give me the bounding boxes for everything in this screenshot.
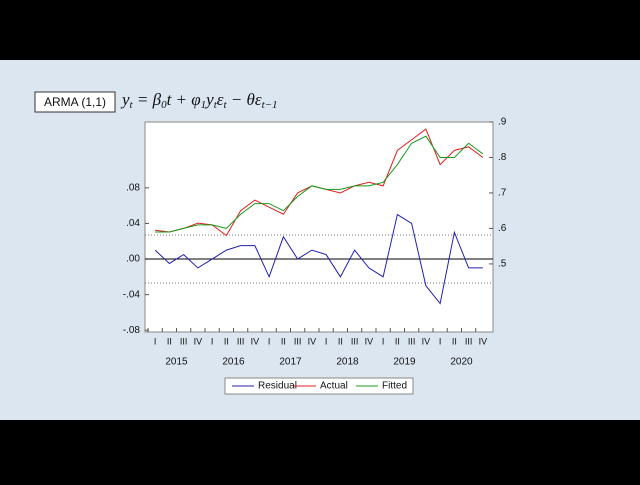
formula-part: t [130, 99, 134, 111]
x-tick-label: II [395, 336, 400, 346]
x-tick-label: III [465, 336, 473, 346]
formula: yt = β0t + φ1ytεt − θεt−1 [120, 90, 278, 111]
x-tick-label: II [452, 336, 457, 346]
x-tick-label: I [268, 336, 271, 346]
y-tick-label: -.08 [123, 325, 141, 336]
formula-part: t + φ [167, 90, 201, 109]
formula-part: y [120, 90, 130, 109]
x-tick-label: III [294, 336, 302, 346]
legend-label: Residual [258, 381, 297, 392]
y-tick-label: .08 [126, 182, 140, 193]
formula-part: = β [133, 90, 162, 109]
formula-part: y [204, 90, 214, 109]
x-tick-label: IV [194, 336, 203, 346]
legend-label: Fitted [382, 381, 407, 392]
x-tick-label: III [237, 336, 245, 346]
x-tick-label: I [211, 336, 214, 346]
series-line [154, 213, 483, 305]
year-label: 2019 [393, 357, 416, 368]
legend [224, 377, 414, 395]
x-tick-label: I [439, 336, 442, 346]
y2-tick-label: .6 [498, 223, 507, 234]
y2-tick-label: .9 [498, 117, 507, 128]
x-tick-label: I [382, 336, 385, 346]
formula-part: ε [217, 90, 224, 109]
formula-part: 1 [201, 99, 207, 111]
x-tick-label: IV [479, 336, 488, 346]
formula-part: t [214, 99, 218, 111]
y2-tick-label: .7 [498, 188, 507, 199]
x-tick-label: III [408, 336, 416, 346]
x-tick-label: II [338, 336, 343, 346]
year-label: 2017 [279, 357, 302, 368]
model-label: ARMA (1,1) [44, 95, 106, 109]
x-tick-label: IV [422, 336, 431, 346]
label-box [34, 91, 116, 113]
x-tick-label: IV [308, 336, 317, 346]
formula-part: t−1 [262, 99, 278, 111]
year-label: 2020 [450, 357, 473, 368]
x-tick-label: III [180, 336, 188, 346]
x-tick-label: IV [365, 336, 374, 346]
x-tick-label: II [167, 336, 172, 346]
formula-part: − θε [227, 90, 262, 109]
year-label: 2016 [222, 357, 245, 368]
x-tick-label: III [351, 336, 359, 346]
x-tick-label: II [281, 336, 286, 346]
series-line [155, 135, 484, 233]
formula-part: 0 [161, 99, 167, 111]
x-tick-label: II [224, 336, 229, 346]
y-tick-label: .00 [126, 254, 140, 265]
y-tick-label: -.04 [123, 289, 141, 300]
year-label: 2018 [336, 357, 359, 368]
y-tick-label: .04 [126, 218, 140, 229]
y2-tick-label: .5 [498, 259, 507, 270]
formula-part: t [223, 99, 227, 111]
x-tick-label: I [154, 336, 157, 346]
legend-label: Actual [320, 381, 348, 392]
x-tick-label: I [325, 336, 328, 346]
y2-tick-label: .8 [498, 152, 507, 163]
x-tick-label: IV [251, 336, 260, 346]
year-label: 2015 [165, 357, 188, 368]
